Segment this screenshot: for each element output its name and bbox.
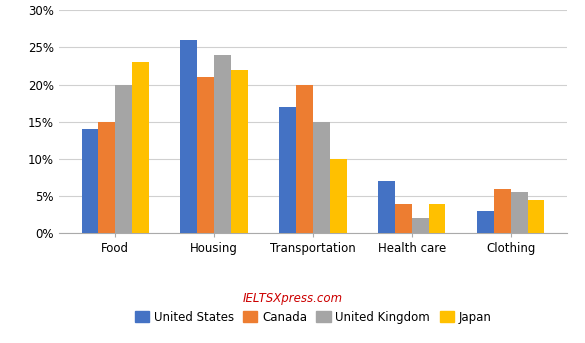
Bar (511, 192, 528, 233)
Bar (115, 85, 132, 233)
Bar (214, 55, 231, 233)
Bar (330, 159, 346, 233)
Bar (477, 211, 494, 233)
Bar (181, 40, 197, 233)
Bar (98, 122, 115, 233)
Bar (395, 203, 412, 233)
Bar (494, 189, 511, 233)
Bar (132, 62, 149, 233)
Bar (280, 107, 296, 233)
Legend: United States, Canada, United Kingdom, Japan: United States, Canada, United Kingdom, J… (130, 306, 496, 329)
Bar (429, 203, 445, 233)
Bar (231, 70, 247, 233)
Bar (313, 122, 330, 233)
Bar (296, 85, 313, 233)
Bar (82, 129, 98, 233)
Bar (528, 200, 544, 233)
Bar (412, 218, 429, 233)
Bar (378, 181, 395, 233)
Text: IELTSXpress.com: IELTSXpress.com (242, 292, 343, 305)
Bar (197, 77, 214, 233)
